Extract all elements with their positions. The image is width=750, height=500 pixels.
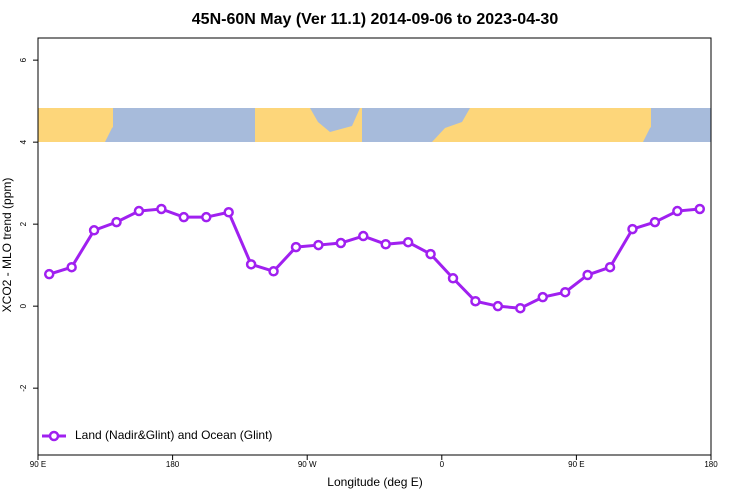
y-axis-label: XCO2 - MLO trend (ppm) <box>0 178 14 313</box>
point <box>290 241 302 253</box>
point <box>515 302 526 314</box>
series-line <box>48 207 700 310</box>
legend-label: Land (Nadir&Glint) and Ocean (Glint) <box>75 428 272 442</box>
point <box>380 238 391 250</box>
point <box>537 291 548 303</box>
map-ocean <box>310 108 360 132</box>
point <box>425 248 436 260</box>
point <box>672 205 683 217</box>
point <box>178 211 190 223</box>
y-tick-label: 4 <box>19 139 28 144</box>
y-tick-label: 0 <box>19 303 28 308</box>
y-tick-label: 2 <box>19 221 28 226</box>
point <box>582 269 593 281</box>
map-ocean <box>643 120 658 142</box>
x-tick-label: 90 W <box>298 460 317 469</box>
point <box>111 216 122 228</box>
point <box>245 259 257 270</box>
point <box>268 266 279 277</box>
point <box>627 223 638 235</box>
map-ocean <box>651 108 711 142</box>
point <box>201 211 212 223</box>
x-tick-label: 180 <box>166 460 180 469</box>
map-ocean <box>430 108 470 142</box>
y-tick-label: -2 <box>19 384 28 392</box>
plot-frame <box>37 37 712 456</box>
chart-title: 45N-60N May (Ver 11.1) 2014-09-06 to 202… <box>192 11 559 28</box>
map-ocean <box>113 108 255 142</box>
map-ocean <box>105 120 120 142</box>
point <box>358 230 369 242</box>
point <box>156 203 167 215</box>
legend-marker <box>48 430 60 442</box>
point <box>66 261 77 273</box>
x-tick-label: 90 E <box>568 460 584 469</box>
point <box>43 268 55 280</box>
point <box>335 237 347 249</box>
map-band <box>38 108 711 142</box>
point <box>402 236 414 248</box>
x-axis-label: Longitude (deg E) <box>327 475 422 489</box>
point <box>313 239 324 251</box>
point <box>470 295 481 307</box>
map-ocean <box>362 108 430 142</box>
x-tick-label: 0 <box>440 460 445 469</box>
y-tick-label: 6 <box>19 57 28 62</box>
point <box>447 273 459 284</box>
x-tick-label: 90 E <box>30 460 46 469</box>
point <box>649 216 661 228</box>
point <box>604 261 616 273</box>
point <box>88 225 100 236</box>
point <box>559 286 571 298</box>
point <box>694 203 706 215</box>
point <box>223 207 234 218</box>
point <box>492 300 504 312</box>
x-tick-label: 180 <box>704 460 718 469</box>
point <box>133 205 145 217</box>
